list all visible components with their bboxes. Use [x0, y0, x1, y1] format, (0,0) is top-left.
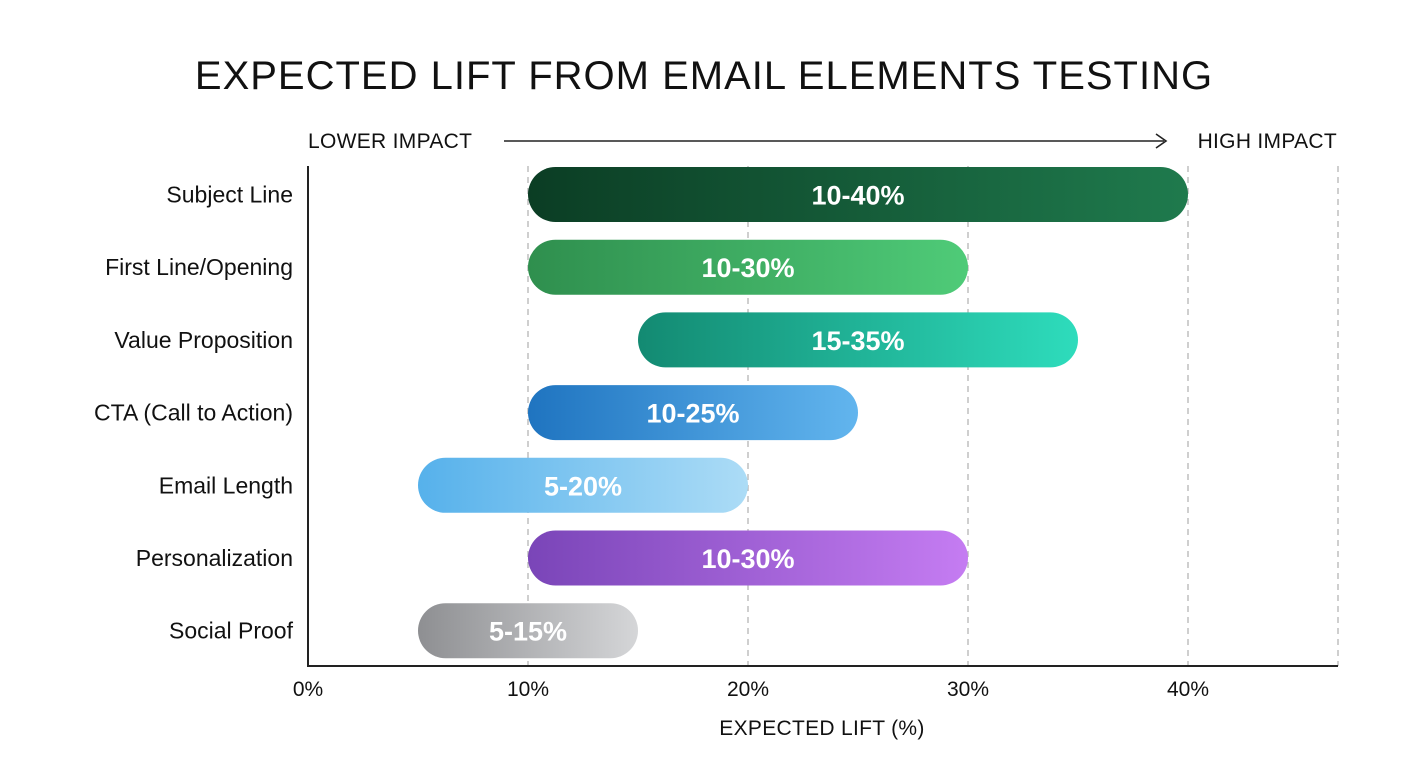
bar-value-label: 10-30% [701, 253, 794, 283]
range-bar [528, 167, 1188, 222]
x-tick-labels: 0% 10% 20% 30% 40% [293, 678, 1209, 701]
range-bar [528, 385, 858, 441]
category-label: Social Proof [169, 618, 294, 644]
impact-arrow-head-icon [1155, 133, 1168, 149]
bar-value-label: 10-30% [701, 544, 794, 574]
category-label: CTA (Call to Action) [94, 400, 293, 426]
category-labels: Subject Line First Line/Opening Value Prop… [94, 182, 294, 644]
bar-value-label: 5-20% [544, 471, 622, 501]
x-tick-label: 40% [1167, 678, 1209, 701]
axes [307, 166, 1338, 667]
x-axis-title: EXPECTED LIFT (%) [719, 717, 924, 740]
category-label: Personalization [136, 545, 293, 571]
range-bar [528, 530, 968, 586]
category-label: Subject Line [166, 182, 293, 208]
x-tick-label: 20% [727, 678, 769, 701]
category-label: Value Proposition [114, 327, 293, 353]
lower-impact-label: LOWER IMPACT [308, 130, 472, 153]
x-tick-label: 0% [293, 678, 323, 701]
category-label: Email Length [159, 472, 293, 498]
range-bars: 10-40% 10-30% 15-35% 10-25% 5-20% 10-30% 5-15% [418, 167, 1188, 659]
category-label: First Line/Opening [105, 254, 293, 280]
chart-title: EXPECTED LIFT FROM EMAIL ELEMENTS TESTIN… [195, 54, 1213, 98]
x-tick-label: 10% [507, 678, 549, 701]
x-tick-label: 30% [947, 678, 989, 701]
range-bar [418, 457, 748, 513]
bar-value-label: 15-35% [811, 326, 904, 356]
range-bar [418, 603, 638, 659]
bar-value-label: 5-15% [489, 617, 567, 647]
bar-value-label: 10-25% [646, 399, 739, 429]
high-impact-label: HIGH IMPACT [1198, 130, 1337, 153]
range-bar [528, 239, 968, 295]
impact-scale: LOWER IMPACT HIGH IMPACT [308, 130, 1337, 153]
range-bar [638, 312, 1078, 368]
bar-value-label: 10-40% [811, 181, 904, 211]
